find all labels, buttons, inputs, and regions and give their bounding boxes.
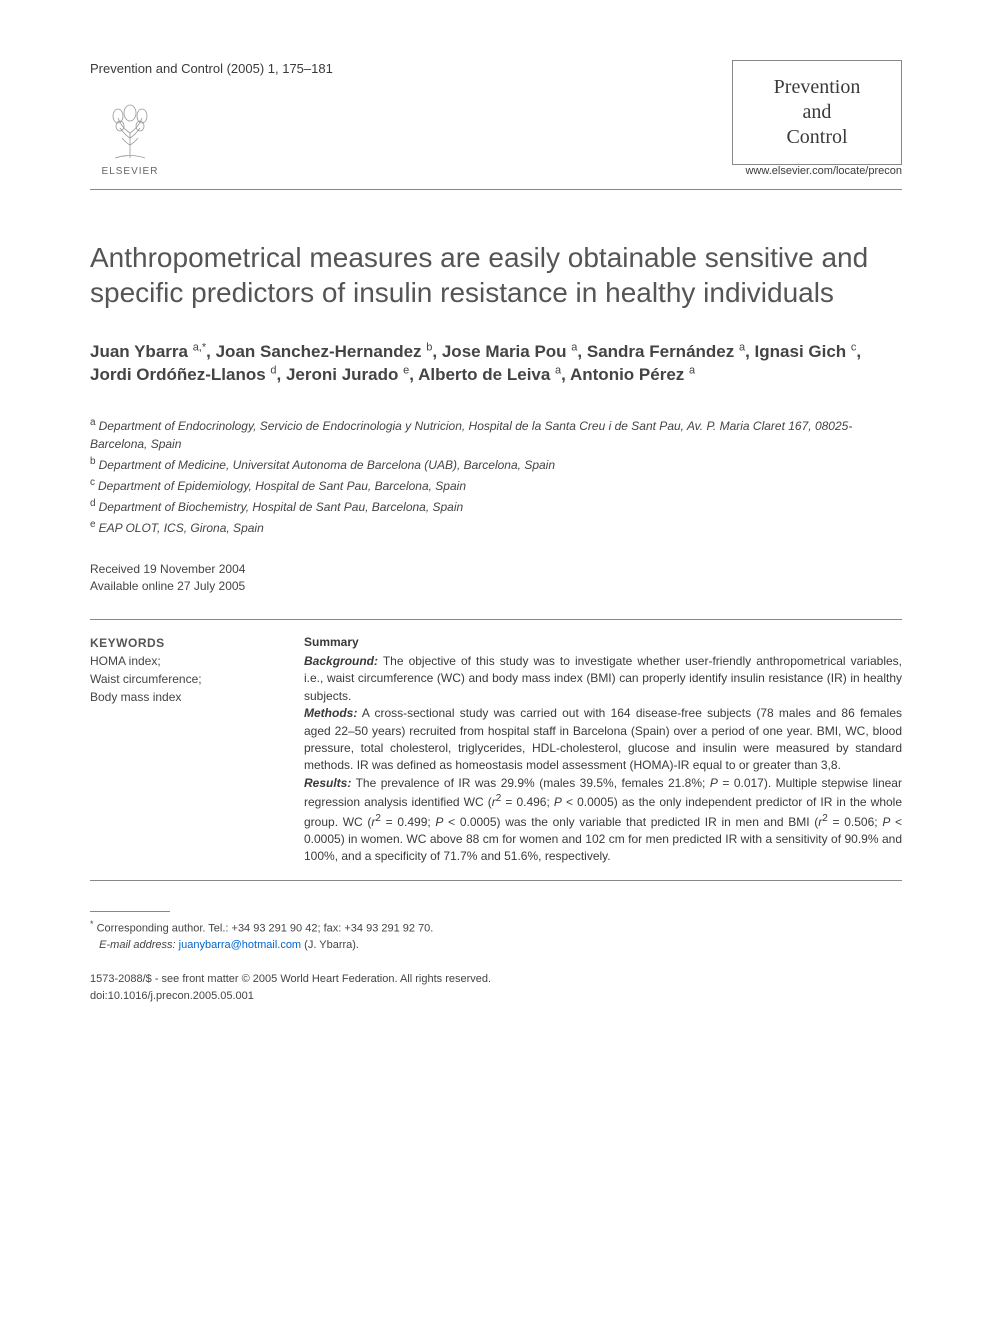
divider — [90, 189, 902, 190]
affiliations-block: aDepartment of Endocrinology, Servicio d… — [90, 415, 902, 537]
publisher-label: ELSEVIER — [102, 165, 159, 179]
email-link[interactable]: juanybarra@hotmail.com — [179, 939, 301, 951]
article-title: Anthropometrical measures are easily obt… — [90, 240, 902, 310]
doi-line: doi:10.1016/j.precon.2005.05.001 — [90, 988, 902, 1005]
affiliation-item: eEAP OLOT, ICS, Girona, Spain — [90, 517, 902, 537]
journal-box-line: Prevention — [751, 75, 883, 100]
background-text: The objective of this study was to inves… — [304, 654, 902, 703]
affiliation-item: aDepartment of Endocrinology, Servicio d… — [90, 415, 902, 453]
results-label: Results: — [304, 776, 351, 790]
keyword-item: Waist circumference; — [90, 670, 280, 688]
methods-text: A cross-sectional study was carried out … — [304, 706, 902, 772]
journal-reference: Prevention and Control (2005) 1, 175–181 — [90, 60, 333, 78]
affiliation-item: bDepartment of Medicine, Universitat Aut… — [90, 454, 902, 474]
dates-block: Received 19 November 2004 Available onli… — [90, 561, 902, 595]
footer-notes: * Corresponding author. Tel.: +34 93 291… — [90, 911, 902, 954]
elsevier-tree-icon — [100, 103, 160, 163]
keyword-item: HOMA index; — [90, 652, 280, 670]
journal-box-line: Control — [751, 125, 883, 150]
received-date: Received 19 November 2004 — [90, 561, 902, 578]
affiliation-item: dDepartment of Biochemistry, Hospital de… — [90, 496, 902, 516]
authors-list: Juan Ybarra a,*, Joan Sanchez-Hernandez … — [90, 340, 902, 388]
keyword-item: Body mass index — [90, 688, 280, 706]
online-date: Available online 27 July 2005 — [90, 578, 902, 595]
journal-url: www.elsevier.com/locate/precon — [745, 164, 902, 179]
journal-box-line: and — [751, 100, 883, 125]
methods-label: Methods: — [304, 706, 357, 720]
abstract-block: KEYWORDS HOMA index; Waist circumference… — [90, 619, 902, 881]
keywords-heading: KEYWORDS — [90, 634, 280, 652]
results-text: The prevalence of IR was 29.9% (males 39… — [304, 776, 902, 864]
copyright-block: 1573-2088/$ - see front matter © 2005 Wo… — [90, 971, 902, 1004]
affiliation-item: cDepartment of Epidemiology, Hospital de… — [90, 475, 902, 495]
corresponding-author-note: * Corresponding author. Tel.: +34 93 291… — [90, 918, 902, 937]
copyright-line: 1573-2088/$ - see front matter © 2005 Wo… — [90, 971, 902, 988]
background-label: Background: — [304, 654, 378, 668]
journal-title-box: Prevention and Control — [732, 60, 902, 165]
publisher-logo-block: ELSEVIER — [90, 103, 170, 179]
keywords-column: KEYWORDS HOMA index; Waist circumference… — [90, 634, 280, 866]
email-note: E-mail address: juanybarra@hotmail.com (… — [90, 937, 902, 954]
summary-heading: Summary — [304, 634, 902, 651]
summary-column: Summary Background: The objective of thi… — [304, 634, 902, 866]
footnote-rule — [90, 911, 170, 912]
